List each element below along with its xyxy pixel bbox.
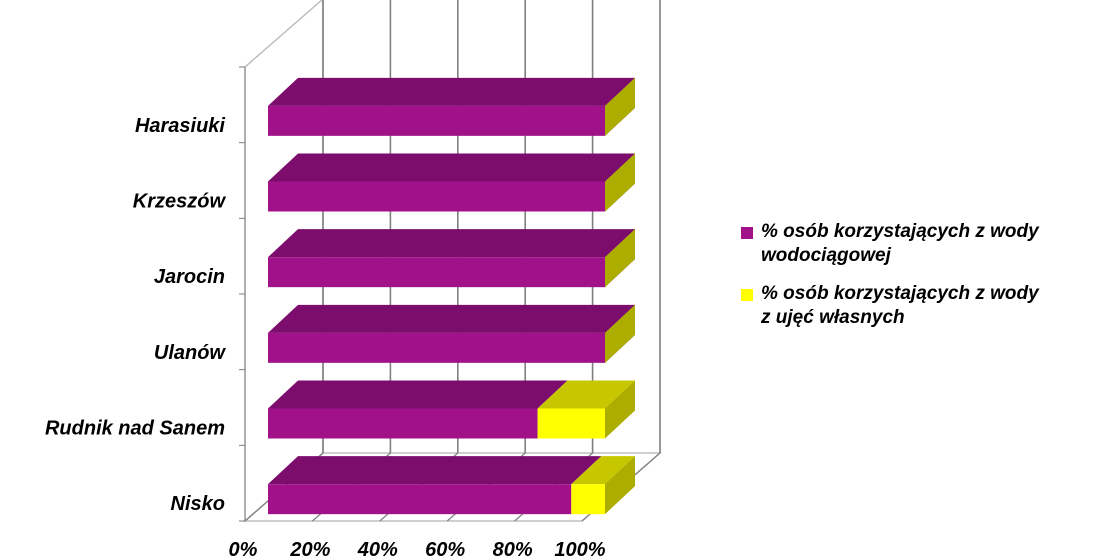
bar-group: [268, 304, 635, 363]
legend-swatch-wodociagowa: [741, 227, 753, 239]
bar-end-face: [605, 380, 635, 439]
category-label: Harasiuki: [135, 115, 225, 137]
bar-segment-top: [268, 380, 568, 409]
category-label: Nisko: [171, 493, 225, 515]
x-tick-labels: 0% 20% 40% 60% 80% 100%: [229, 539, 606, 560]
legend-item-wodociagowa: % osób korzystających z wody wodociągowe…: [741, 220, 1116, 268]
x-tick-label: 40%: [357, 539, 398, 560]
x-tick-label: 0%: [229, 539, 258, 560]
x-tick-label: 20%: [289, 539, 330, 560]
bar-segment-top: [268, 77, 635, 106]
bar-segment-front: [571, 484, 605, 515]
x-tick-label: 100%: [554, 539, 605, 560]
legend: % osób korzystających z wody wodociągowe…: [741, 220, 1116, 344]
bar-end-face: [605, 153, 635, 212]
legend-label-line2: wodociągowej: [761, 245, 891, 266]
bar-segment-front: [268, 105, 605, 136]
legend-label-line2: z ujęć własnych: [761, 307, 905, 328]
category-label: Rudnik nad Sanem: [45, 418, 225, 440]
bar-segment-front: [268, 257, 605, 288]
bar-group: [268, 153, 635, 212]
legend-label-line1: % osób korzystających z wody: [761, 221, 1039, 242]
bar-end-face: [605, 229, 635, 288]
bar-segment-top: [537, 380, 635, 409]
bar-segment-top: [268, 456, 602, 485]
bars: [268, 77, 635, 515]
bar-chart: Harasiuki Krzeszów Jarocin Ulanów Rudnik nad…: [45, 0, 663, 560]
bar-segment-front: [537, 408, 605, 439]
bar-end-face: [605, 77, 635, 136]
bar-group: [268, 456, 635, 515]
legend-swatch-ujecia-wlasne: [741, 289, 753, 301]
bar-segment-front: [268, 332, 605, 363]
bar-segment-top: [268, 304, 635, 333]
category-label: Jarocin: [154, 266, 225, 288]
category-label: Ulanów: [154, 342, 227, 364]
bar-segment-front: [268, 408, 538, 439]
bar-segment-front: [268, 484, 572, 515]
legend-label-line1: % osób korzystających z wody: [761, 283, 1039, 304]
category-labels: Harasiuki Krzeszów Jarocin Ulanów Rudnik nad…: [45, 115, 226, 515]
bar-segment-top: [268, 153, 635, 182]
bar-end-face: [605, 456, 635, 515]
bar-segment-front: [268, 181, 605, 212]
bar-group: [268, 380, 635, 439]
bar-group: [268, 77, 635, 136]
x-tick-label: 60%: [425, 539, 465, 560]
legend-item-ujecia-wlasne: % osób korzystających z wody z ujęć włas…: [741, 282, 1116, 330]
category-label: Krzeszów: [133, 191, 227, 213]
x-tick-label: 80%: [493, 539, 533, 560]
bar-segment-top: [571, 456, 635, 485]
bar-segment-top: [268, 229, 635, 258]
bar-group: [268, 229, 635, 288]
bar-end-face: [605, 304, 635, 363]
